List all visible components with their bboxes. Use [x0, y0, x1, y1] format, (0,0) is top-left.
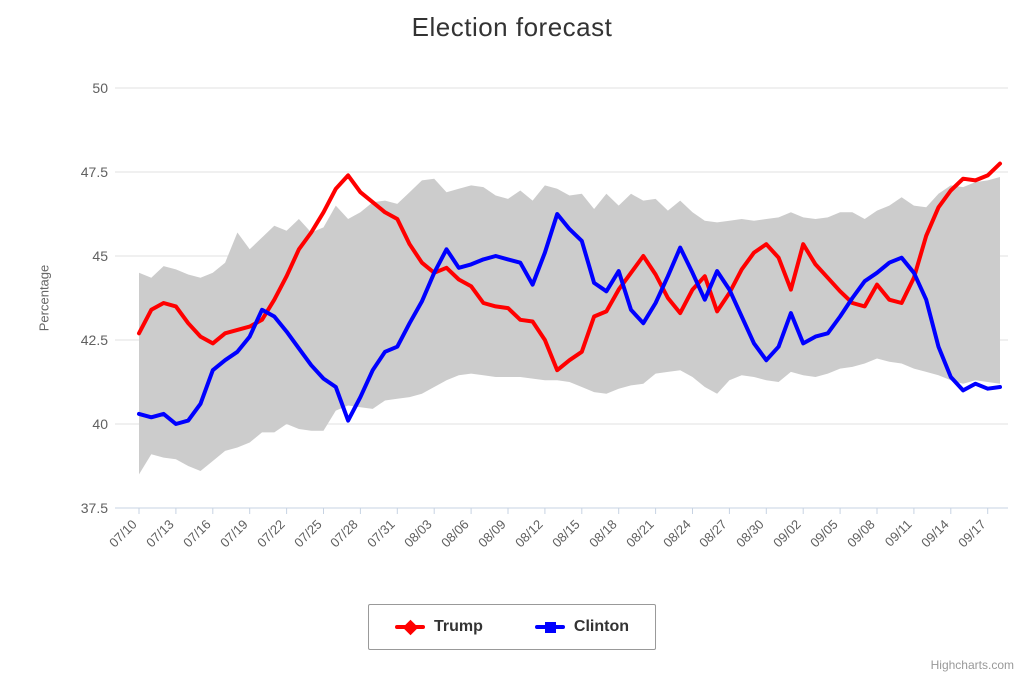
legend-item-clinton[interactable]: Clinton	[534, 618, 629, 636]
credits-link[interactable]: Highcharts.com	[930, 658, 1014, 672]
clinton-line-square-icon	[534, 620, 565, 634]
trump-line	[137, 161, 1002, 373]
y-axis-label: 47.5	[80, 164, 108, 180]
y-axis-label: 37.5	[80, 500, 108, 516]
trump-line-diamond-icon	[395, 619, 426, 636]
y-axis-label: 40	[92, 416, 108, 432]
y-axis-label: 50	[92, 80, 108, 96]
forecast-range-band	[139, 177, 1000, 475]
chart-title: Election forecast	[411, 12, 613, 42]
y-axis-label: 42.5	[80, 332, 108, 348]
legend: Trump Clinton	[368, 604, 656, 650]
y-axis-title: Percentage	[36, 264, 52, 332]
y-axis-label: 45	[92, 248, 108, 264]
legend-label-clinton: Clinton	[573, 618, 629, 635]
clinton-line	[137, 212, 1002, 426]
legend-label-trump: Trump	[434, 618, 483, 635]
legend-item-trump[interactable]: Trump	[395, 618, 483, 636]
